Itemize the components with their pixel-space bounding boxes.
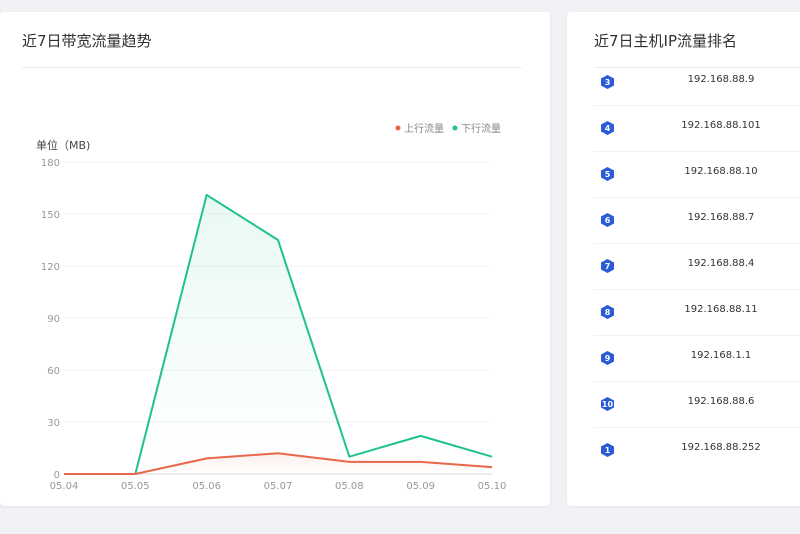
rank-badge: 6 <box>601 213 614 227</box>
x-tick-label: 05.08 <box>335 481 364 492</box>
bandwidth-line-chart: 单位（MB) 0 30 60 90 120 150 180 05.04 05.05 05.06 05.… <box>36 122 507 492</box>
ip-ranking-card: 近7日主机IP流量排名 3 192.168.88.9 4 192.168.88.101… <box>567 12 800 506</box>
ranking-row[interactable]: 3 192.168.88.9 <box>567 74 800 121</box>
ranking-card-divider <box>594 67 800 68</box>
rank-badge: 9 <box>601 351 614 365</box>
bandwidth-card-divider <box>22 67 522 68</box>
rank-ip-address: 192.168.88.11 <box>684 304 758 315</box>
rank-ip-address: 192.168.88.101 <box>681 120 761 131</box>
x-tick-label: 05.07 <box>264 481 293 492</box>
ranking-row-divider <box>594 289 800 290</box>
ranking-row[interactable]: 1 192.168.88.252 <box>567 442 800 489</box>
legend-label: 上行流量 <box>404 122 444 135</box>
rank-badge: 5 <box>601 167 614 181</box>
rank-badge: 7 <box>601 259 614 273</box>
bandwidth-trend-card: 近7日带宽流量趋势 单位（MB) 0 30 60 90 120 150 180 05.04 05.… <box>0 12 550 506</box>
rank-badge: 3 <box>601 75 614 89</box>
rank-badge: 10 <box>601 397 614 411</box>
ranking-row[interactable]: 4 192.168.88.101 <box>567 120 800 167</box>
rank-ip-address: 192.168.1.1 <box>690 350 752 361</box>
x-tick-label: 05.09 <box>406 481 435 492</box>
ip-ranking-list[interactable]: 3 192.168.88.9 4 192.168.88.101 5 192.168.88.… <box>567 68 800 506</box>
ranking-row-divider <box>594 335 800 336</box>
x-tick-label: 05.04 <box>50 481 79 492</box>
bandwidth-card-title: 近7日带宽流量趋势 <box>22 32 152 50</box>
ranking-row-divider <box>594 197 800 198</box>
x-tick-label: 05.05 <box>121 481 150 492</box>
ranking-row[interactable]: 8 192.168.88.11 <box>567 304 800 351</box>
rank-ip-address: 192.168.88.252 <box>681 442 761 453</box>
ranking-row-divider <box>594 381 800 382</box>
rank-badge: 1 <box>601 443 614 457</box>
y-tick-label: 180 <box>41 158 60 169</box>
y-tick-label: 120 <box>41 262 60 273</box>
ranking-card-title: 近7日主机IP流量排名 <box>594 32 738 50</box>
ranking-row[interactable]: 10 192.168.88.6 <box>567 396 800 443</box>
ranking-row[interactable]: 9 192.168.1.1 <box>567 350 800 397</box>
ranking-row-divider <box>594 243 800 244</box>
ranking-row[interactable]: 5 192.168.88.10 <box>567 166 800 213</box>
ranking-row[interactable]: 6 192.168.88.7 <box>567 212 800 259</box>
y-tick-label: 150 <box>41 210 60 221</box>
y-tick-label: 90 <box>47 314 60 325</box>
rank-ip-address: 192.168.88.4 <box>687 258 755 269</box>
legend-label: 下行流量 <box>461 122 501 135</box>
rank-ip-address: 192.168.88.9 <box>687 74 755 85</box>
series-area-upstream <box>64 453 492 474</box>
rank-badge: 8 <box>601 305 614 319</box>
x-tick-label: 05.10 <box>478 481 507 492</box>
legend-marker <box>452 125 458 131</box>
y-tick-label: 30 <box>47 418 60 429</box>
x-tick-label: 05.06 <box>192 481 221 492</box>
rank-badge: 4 <box>601 121 614 135</box>
series-area-downstream <box>64 194 492 474</box>
y-tick-label: 60 <box>47 366 60 377</box>
legend-marker <box>395 125 401 131</box>
ranking-row-divider <box>594 105 800 106</box>
ranking-row[interactable]: 7 192.168.88.4 <box>567 258 800 305</box>
series-line-upstream <box>64 452 493 475</box>
rank-ip-address: 192.168.88.10 <box>684 166 758 177</box>
ranking-row-divider <box>594 151 800 152</box>
y-tick-label: 0 <box>54 470 60 481</box>
ranking-row-divider <box>594 427 800 428</box>
rank-ip-address: 192.168.88.6 <box>687 396 755 407</box>
y-axis-label: 单位（MB) <box>36 138 90 152</box>
rank-ip-address: 192.168.88.7 <box>687 212 755 223</box>
